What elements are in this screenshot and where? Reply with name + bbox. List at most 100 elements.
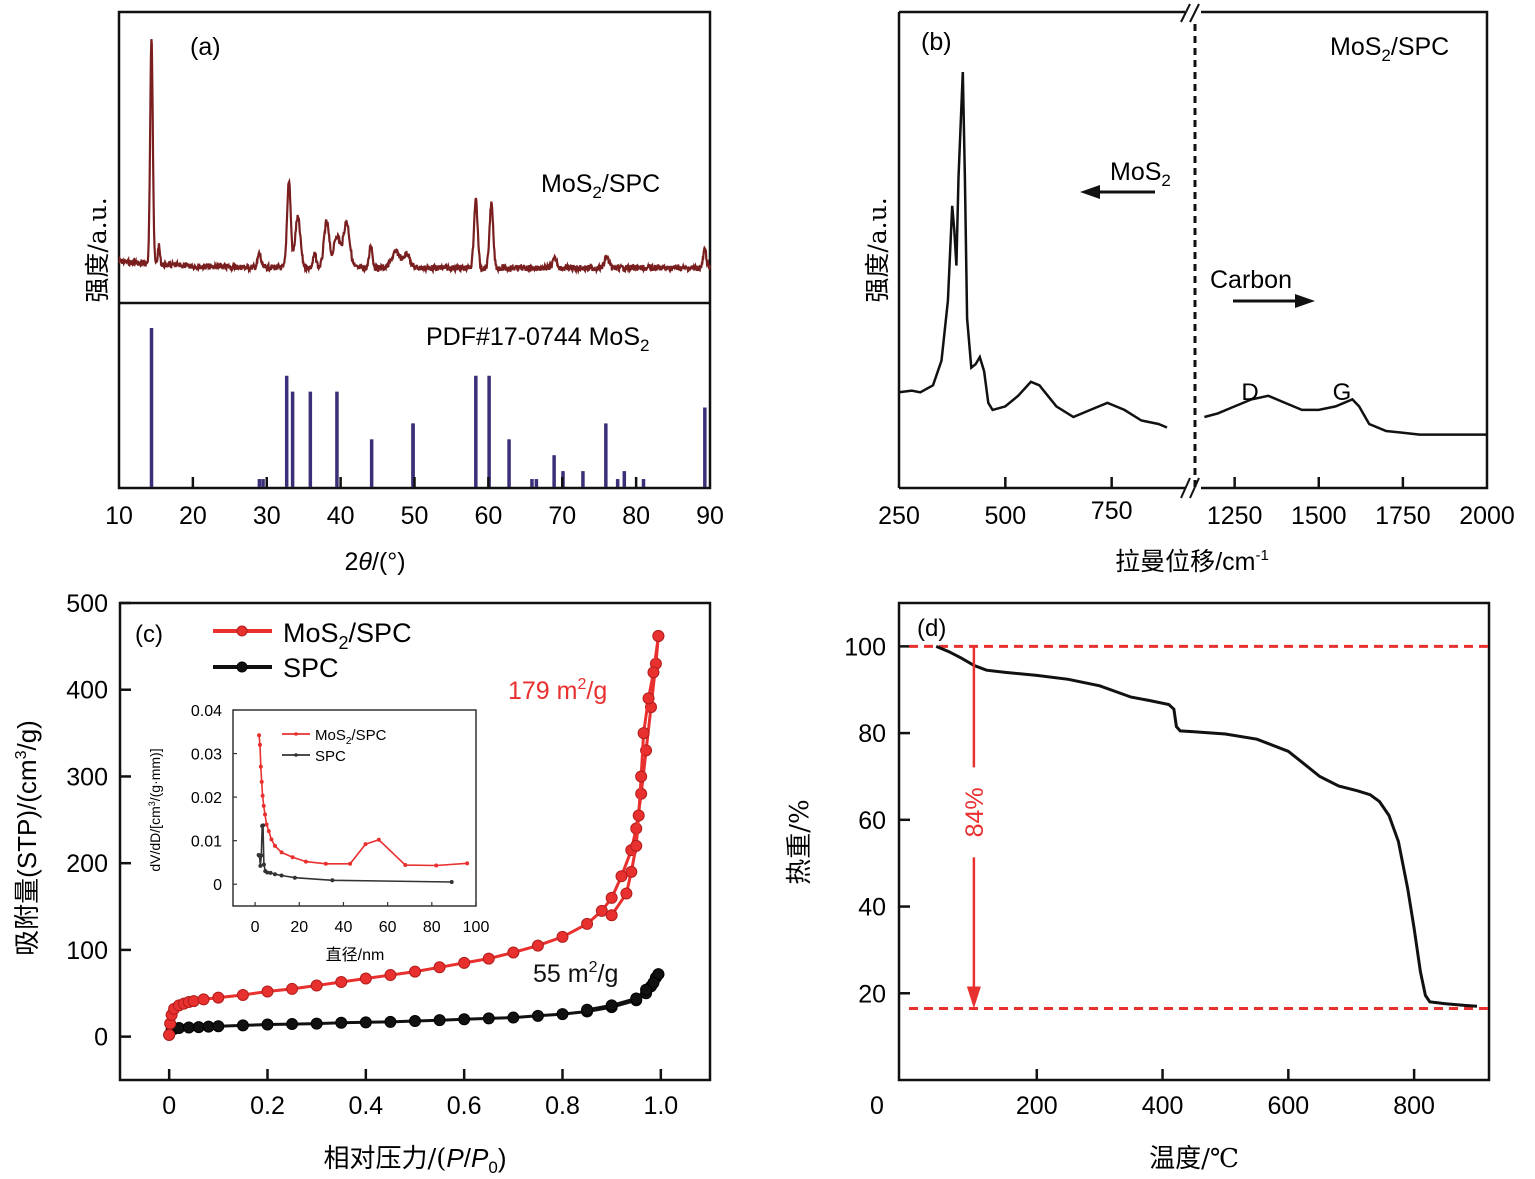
inset-y-tick-label: 0: [213, 877, 222, 894]
carbon-region-label: Carbon: [1210, 266, 1292, 294]
inset-y-axis-title: dV/dD/[cm3/(g·mm)]: [147, 748, 163, 871]
inset-point: [403, 863, 408, 868]
isotherm-point: [409, 965, 421, 978]
panel-a-x-axis-title: 2θ/(°): [344, 548, 405, 576]
isotherm-point: [605, 999, 618, 1012]
y-tick-label: 0: [94, 1024, 108, 1052]
isotherm-point: [163, 1028, 176, 1041]
panel-d-ticks: 0 200 400 600 800 20 40 60 80 100: [844, 633, 1435, 1120]
inset-point: [258, 863, 263, 868]
inset-point: [261, 823, 266, 828]
panel-b-y-axis-title: 强度/a.u.: [863, 197, 892, 302]
inset-point: [330, 878, 335, 883]
x-tick-label: 80: [622, 502, 650, 530]
panel-c-label: (c): [135, 621, 163, 648]
inset-point: [363, 842, 368, 847]
inset-point: [449, 880, 454, 885]
legend-mos2-marker: [236, 625, 248, 637]
panel-d-x-axis-title: 温度/℃: [1149, 1144, 1239, 1174]
isotherm-point: [605, 909, 618, 922]
isotherm-point: [212, 991, 225, 1004]
isotherm-point: [640, 983, 653, 996]
isotherm-point: [409, 1015, 421, 1028]
isotherm-point: [507, 946, 520, 959]
y-tick-label: 60: [858, 807, 886, 835]
inset-x-tick-label: 40: [335, 919, 353, 936]
panel-b-raman: 250 500 750 1250 1500 1750 2000 (b) MoS2/SPC M…: [863, 3, 1515, 576]
g-band-label: G: [1333, 379, 1352, 406]
legend-spc-marker: [236, 661, 248, 673]
inset-ticks: 0 20 40 60 80 100 0 0.01 0.02 0.03 0.04: [191, 703, 490, 936]
inset-x-tick-label: 100: [463, 919, 490, 936]
legend-mos2-spc: MoS2/SPC: [213, 618, 412, 653]
isotherm-point: [310, 1017, 323, 1030]
isotherm-point: [384, 969, 397, 982]
isotherm-point: [647, 666, 660, 679]
mos2-surface-area-label: 179 m2/g: [508, 676, 607, 705]
isotherm-point: [595, 904, 608, 917]
inset-point: [265, 870, 270, 875]
isotherm-point: [635, 770, 648, 783]
axis-break-top-icon: [1180, 3, 1200, 23]
inset-point: [266, 829, 271, 834]
panel-b-x-ticks: 250 500 750 1250 1500 1750 2000: [878, 477, 1515, 530]
isotherm-point: [433, 1014, 446, 1027]
isotherm-point: [652, 629, 665, 642]
isotherm-point: [531, 939, 544, 952]
isotherm-point: [335, 975, 348, 988]
y-tick-label: 400: [66, 677, 108, 705]
x-tick-label: 50: [401, 502, 429, 530]
panel-b-frame: [899, 10, 1489, 490]
isotherm-point: [630, 839, 643, 852]
inset-point: [261, 803, 266, 808]
inset-y-tick-label: 0.01: [191, 834, 222, 851]
isotherm-point: [236, 989, 249, 1002]
inset-point: [258, 764, 263, 769]
mass-loss-arrow-icon: [966, 646, 981, 1009]
inset-legend-mos2: MoS2/SPC: [282, 727, 387, 747]
inset-point: [272, 872, 277, 877]
raman-mos2-curve: [898, 71, 1168, 429]
inset-point: [257, 742, 262, 747]
panel-b-x-axis-title: 拉曼位移/cm-1: [1115, 547, 1269, 576]
isotherm-point: [261, 1018, 274, 1031]
isotherm-point: [212, 1020, 225, 1033]
isotherm-point: [236, 1019, 249, 1032]
x-tick-label: 0.6: [447, 1092, 482, 1120]
x-tick-label: 70: [548, 502, 576, 530]
isotherm-point: [531, 1009, 544, 1022]
x-tick-label: 500: [984, 502, 1026, 530]
x-tick-label: 1.0: [643, 1092, 678, 1120]
inset-legend-spc-label: SPC: [315, 748, 346, 765]
y-tick-label: 100: [66, 937, 108, 965]
isotherm-point: [630, 992, 643, 1005]
isotherm-point: [620, 887, 633, 900]
inset-point: [465, 861, 470, 866]
inset-point: [376, 837, 381, 842]
y-tick-label: 80: [858, 720, 886, 748]
y-tick-label: 20: [858, 980, 886, 1008]
inset-point: [260, 793, 265, 798]
x-tick-label: 0.4: [348, 1092, 383, 1120]
xrd-reference-sticks: [149, 328, 707, 487]
isotherm-point: [458, 956, 471, 969]
isotherm-point: [632, 809, 645, 822]
panel-d-tga: 0 200 400 600 800 20 40 60 80 100 84% (d) 温度/℃ 热重…: [785, 601, 1491, 1174]
x-tick-label: 60: [474, 502, 502, 530]
panel-a-xrd: 10 20 30 40 50 60 70 80 90 (a) MoS2/SPC PDF#17-0…: [83, 10, 724, 576]
y-tick-label: 200: [66, 850, 108, 878]
isotherm-point: [433, 961, 446, 974]
isotherm-point: [637, 727, 650, 740]
inset-point: [263, 812, 268, 817]
inset-point: [279, 850, 284, 855]
x-tick-label: 250: [878, 502, 920, 530]
inset-x-tick-label: 0: [251, 919, 260, 936]
inset-y-tick-label: 0.03: [191, 747, 222, 764]
isotherm-point: [187, 995, 200, 1008]
inset-point: [292, 875, 297, 880]
xrd-reference-legend: PDF#17-0744 MoS2: [426, 323, 649, 355]
panel-a-x-ticks: 10 20 30 40 50 60 70 80 90: [105, 477, 724, 530]
inset-point: [279, 873, 284, 878]
